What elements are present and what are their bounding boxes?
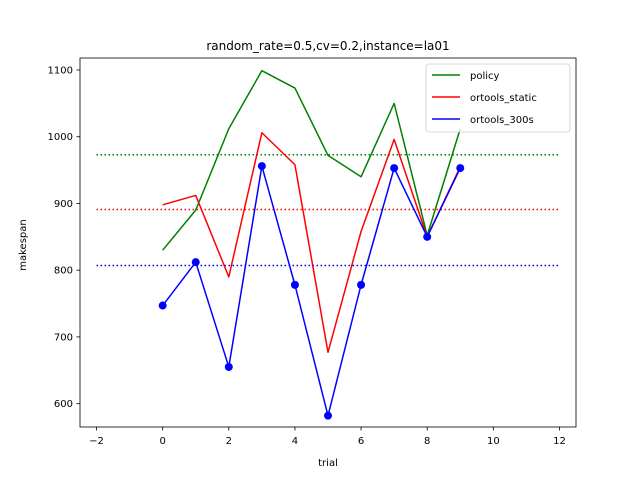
data-point-ortools-300s-3 [257,162,266,171]
data-point-ortools-300s-7 [390,164,399,173]
y-tick-label: 1000 [48,132,73,143]
axes: −2 0 2 4 6 8 10 12 600 700 800 900 1000 1100 [48,57,577,447]
y-axis-label: makespan [18,219,29,270]
x-tick-label: 10 [487,436,500,447]
legend-label-policy: policy [470,71,500,82]
y-tick-label: 1100 [48,66,73,77]
data-point-ortools-300s-1 [191,258,200,267]
legend: policy ortools_static ortools_300s [425,63,571,133]
axes-frame [79,57,577,428]
y-tick-label: 800 [54,266,73,277]
legend-label-ortools-static: ortools_static [470,93,537,104]
x-tick-label: 2 [226,436,232,447]
x-tick-label: 4 [292,436,298,447]
data-point-ortools-300s-8 [423,232,432,241]
data-point-ortools-300s-9 [456,164,465,173]
chart-title: random_rate=0.5,cv=0.2,instance=la01 [206,39,449,53]
x-tick-label: 8 [424,436,430,447]
series-line-ortools-static [162,131,461,354]
y-tick-label: 700 [54,332,73,343]
x-tick-label: 0 [159,436,165,447]
y-tick-label: 900 [54,199,73,210]
series-line-policy [162,69,461,251]
x-tick-label: 6 [358,436,364,447]
x-axis-label: trial [318,458,338,469]
data-point-ortools-300s-5 [324,411,332,420]
legend-label-ortools-300s: ortools_300s [470,115,534,126]
data-point-ortools-300s-2 [224,362,233,371]
x-tick-label: 12 [553,436,566,447]
data-point-ortools-300s-6 [357,280,366,289]
data-point-ortools-300s-4 [290,280,299,289]
y-tick-label: 600 [54,399,73,410]
legend-box [425,63,571,133]
data-point-ortools-300s-0 [158,301,167,310]
x-tick-label: −2 [89,436,104,447]
plot-area [96,69,560,420]
series-line-ortools-300s [162,165,461,417]
